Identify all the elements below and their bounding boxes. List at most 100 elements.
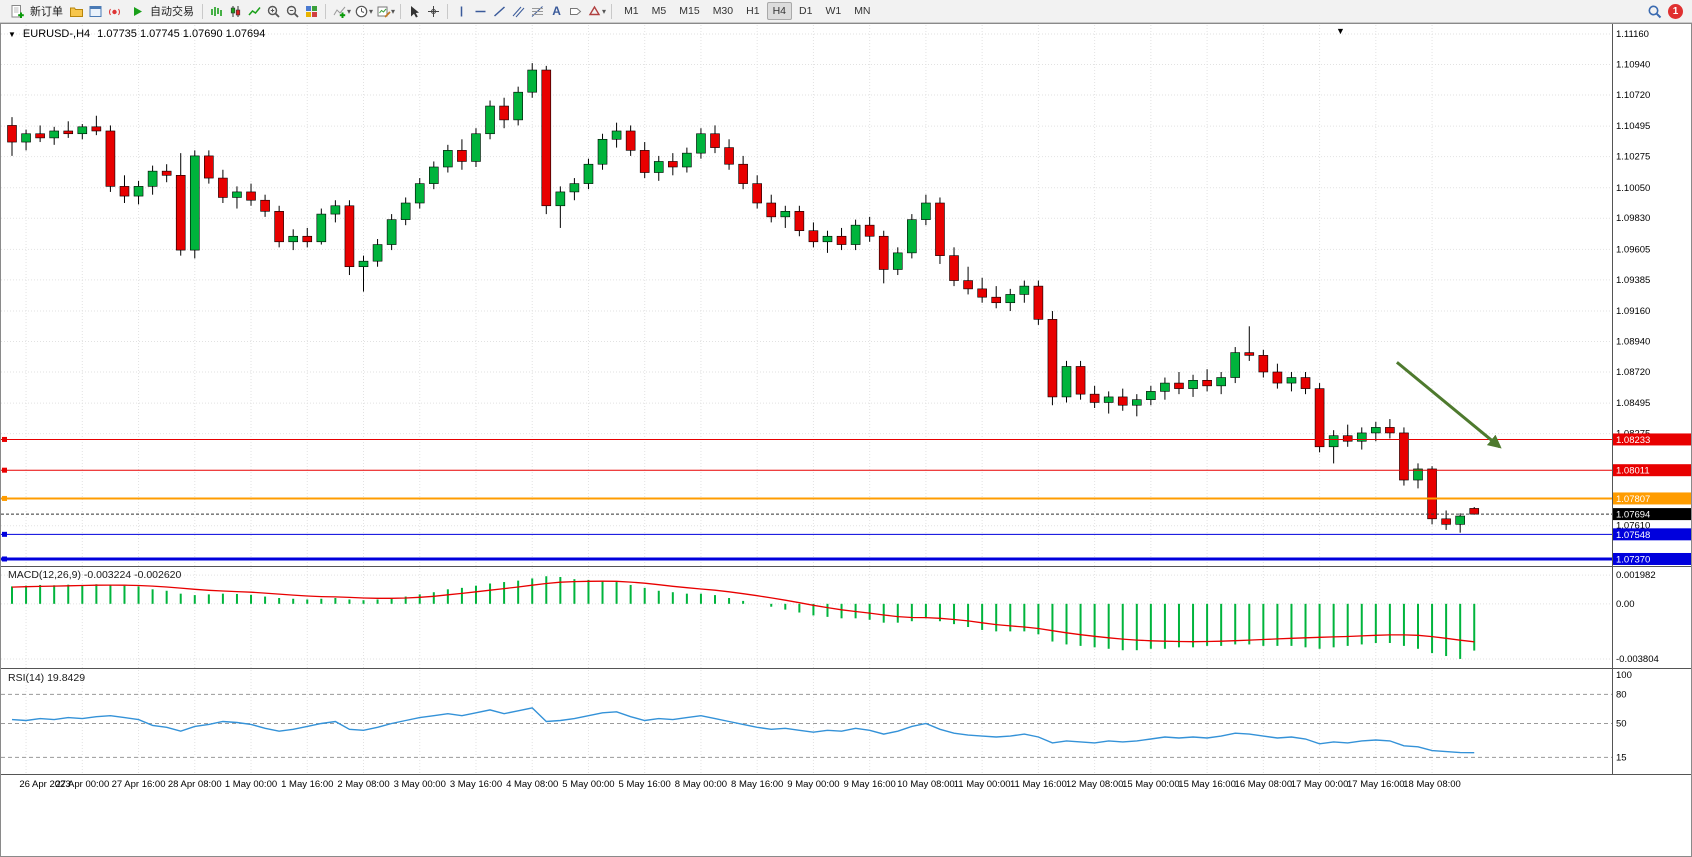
svg-text:18 May 08:00: 18 May 08:00: [1403, 779, 1461, 790]
timeframe-button-h1[interactable]: H1: [746, 5, 760, 17]
svg-text:1 May 16:00: 1 May 16:00: [281, 779, 333, 790]
bar-chart-icon[interactable]: [207, 3, 226, 20]
svg-text:0.001982: 0.001982: [1616, 570, 1656, 581]
zoom-in-icon[interactable]: [264, 3, 283, 20]
svg-text:15: 15: [1616, 752, 1627, 763]
svg-text:28 Apr 08:00: 28 Apr 08:00: [168, 779, 222, 790]
indicators-icon[interactable]: [330, 3, 349, 20]
cursor-icon[interactable]: [405, 3, 424, 20]
timeframe-button-m5[interactable]: M5: [651, 5, 667, 17]
svg-text:1.10720: 1.10720: [1616, 90, 1650, 101]
svg-text:1.09830: 1.09830: [1616, 213, 1650, 224]
search-icon[interactable]: [1645, 3, 1664, 20]
timeframe-button-h4[interactable]: H4: [766, 2, 792, 20]
svg-text:11 May 00:00: 11 May 00:00: [954, 779, 1011, 790]
macd-signal-line: [11, 580, 1475, 643]
vertical-line-tool-icon[interactable]: [452, 3, 471, 20]
svg-text:1.09385: 1.09385: [1616, 275, 1650, 286]
svg-text:12 May 08:00: 12 May 08:00: [1066, 779, 1124, 790]
svg-text:10 May 08:00: 10 May 08:00: [897, 779, 955, 790]
text-label-tool-icon[interactable]: [566, 3, 585, 20]
panel-separators: [1, 24, 1691, 775]
svg-text:-0.003804: -0.003804: [1616, 654, 1659, 665]
price-badge: [1613, 492, 1691, 505]
svg-text:3 May 00:00: 3 May 00:00: [394, 779, 446, 790]
broadcast-icon[interactable]: [105, 3, 124, 20]
candlestick-chart-icon[interactable]: [226, 3, 245, 20]
timeframe-button-d1[interactable]: D1: [799, 5, 813, 17]
rsi-panel: [11, 707, 1475, 754]
horizontal-line-tool-icon[interactable]: [471, 3, 490, 20]
svg-text:1.10940: 1.10940: [1616, 59, 1650, 70]
new-order-icon: [8, 3, 27, 20]
toolbar-separator: [202, 3, 203, 19]
timeframe-button-w1[interactable]: W1: [825, 5, 842, 17]
svg-text:8 May 00:00: 8 May 00:00: [675, 779, 727, 790]
svg-text:16 May 08:00: 16 May 08:00: [1235, 779, 1293, 790]
text-tool-icon[interactable]: A: [552, 4, 561, 18]
svg-text:1.07370: 1.07370: [1616, 554, 1650, 565]
new-order-button[interactable]: 新订单: [4, 2, 67, 21]
autotrading-button[interactable]: 自动交易: [124, 2, 198, 21]
svg-text:26 Apr 2023: 26 Apr 2023: [19, 779, 70, 790]
timeframe-button-m15[interactable]: M15: [679, 5, 700, 17]
zoom-out-icon[interactable]: [283, 3, 302, 20]
svg-text:27 Apr 16:00: 27 Apr 16:00: [112, 779, 166, 790]
chart-title: ▼ EURUSD-,H4 1.07735 1.07745 1.07690 1.0…: [8, 28, 265, 40]
timeframe-button-mn[interactable]: MN: [854, 5, 871, 17]
svg-text:1.10050: 1.10050: [1616, 183, 1650, 194]
arrow-annotation[interactable]: [1395, 361, 1502, 449]
price-badge: [1613, 552, 1691, 565]
svg-text:1.08233: 1.08233: [1616, 435, 1650, 446]
svg-text:0.00: 0.00: [1616, 599, 1635, 610]
timeframe-button-m1[interactable]: M1: [624, 5, 639, 17]
ohlc-values: 1.07735 1.07745 1.07690 1.07694: [97, 28, 266, 40]
periods-caret-icon[interactable]: ▾: [369, 6, 374, 16]
svg-text:1.07694: 1.07694: [1616, 510, 1650, 521]
svg-text:1.11160: 1.11160: [1616, 29, 1649, 40]
price-axis[interactable]: 1.11160 1.10940 1.10720 1.10495 1.10275 1.100…: [1613, 29, 1691, 763]
main-toolbar: 新订单 自动交易 ▾ ▾ ▾: [0, 0, 1692, 23]
svg-text:50: 50: [1616, 718, 1627, 729]
periods-clock-icon[interactable]: [352, 3, 371, 20]
templates-icon[interactable]: [374, 3, 393, 20]
channel-tool-icon[interactable]: [509, 3, 528, 20]
indicators-caret-icon[interactable]: ▾: [347, 6, 352, 16]
trendline-tool-icon[interactable]: [490, 3, 509, 20]
svg-text:1 May 00:00: 1 May 00:00: [225, 779, 277, 790]
templates-caret-icon[interactable]: ▾: [391, 6, 396, 16]
grid: [1, 25, 1612, 774]
rsi-line: [11, 707, 1475, 754]
tile-windows-icon[interactable]: [302, 3, 321, 20]
svg-text:1.08495: 1.08495: [1616, 398, 1650, 409]
timeframe-button-m30[interactable]: M30: [712, 5, 734, 17]
crosshair-icon[interactable]: [424, 3, 443, 20]
price-badge: [1613, 464, 1691, 477]
folder-icon[interactable]: [67, 3, 86, 20]
candlestick-series: [7, 63, 1480, 533]
svg-text:1.08940: 1.08940: [1616, 337, 1650, 348]
data-window-icon[interactable]: [86, 3, 105, 20]
notification-badge[interactable]: 1: [1668, 3, 1683, 19]
svg-text:1.09160: 1.09160: [1616, 306, 1650, 317]
line-chart-icon[interactable]: [245, 3, 264, 20]
macd-panel: [11, 576, 1476, 659]
chart-menu-icon[interactable]: ▼: [1336, 26, 1345, 36]
svg-text:15 May 16:00: 15 May 16:00: [1178, 779, 1236, 790]
price-badge: [1613, 528, 1691, 541]
chart-window-frame: [0, 23, 1692, 857]
svg-text:9 May 00:00: 9 May 00:00: [787, 779, 839, 790]
svg-text:1.08720: 1.08720: [1616, 367, 1650, 378]
arrows-tool-icon[interactable]: [585, 3, 604, 20]
arrows-caret-icon[interactable]: ▾: [602, 6, 607, 16]
svg-text:27 Apr 00:00: 27 Apr 00:00: [55, 779, 109, 790]
fibonacci-tool-icon[interactable]: [528, 3, 547, 20]
rsi-label: RSI(14) 19.8429: [8, 672, 86, 684]
svg-text:5 May 00:00: 5 May 00:00: [562, 779, 614, 790]
svg-text:4 May 08:00: 4 May 08:00: [506, 779, 558, 790]
svg-text:11 May 16:00: 11 May 16:00: [1010, 779, 1067, 790]
svg-text:17 May 16:00: 17 May 16:00: [1347, 779, 1405, 790]
symbol-dropdown-icon[interactable]: ▼: [8, 29, 16, 39]
